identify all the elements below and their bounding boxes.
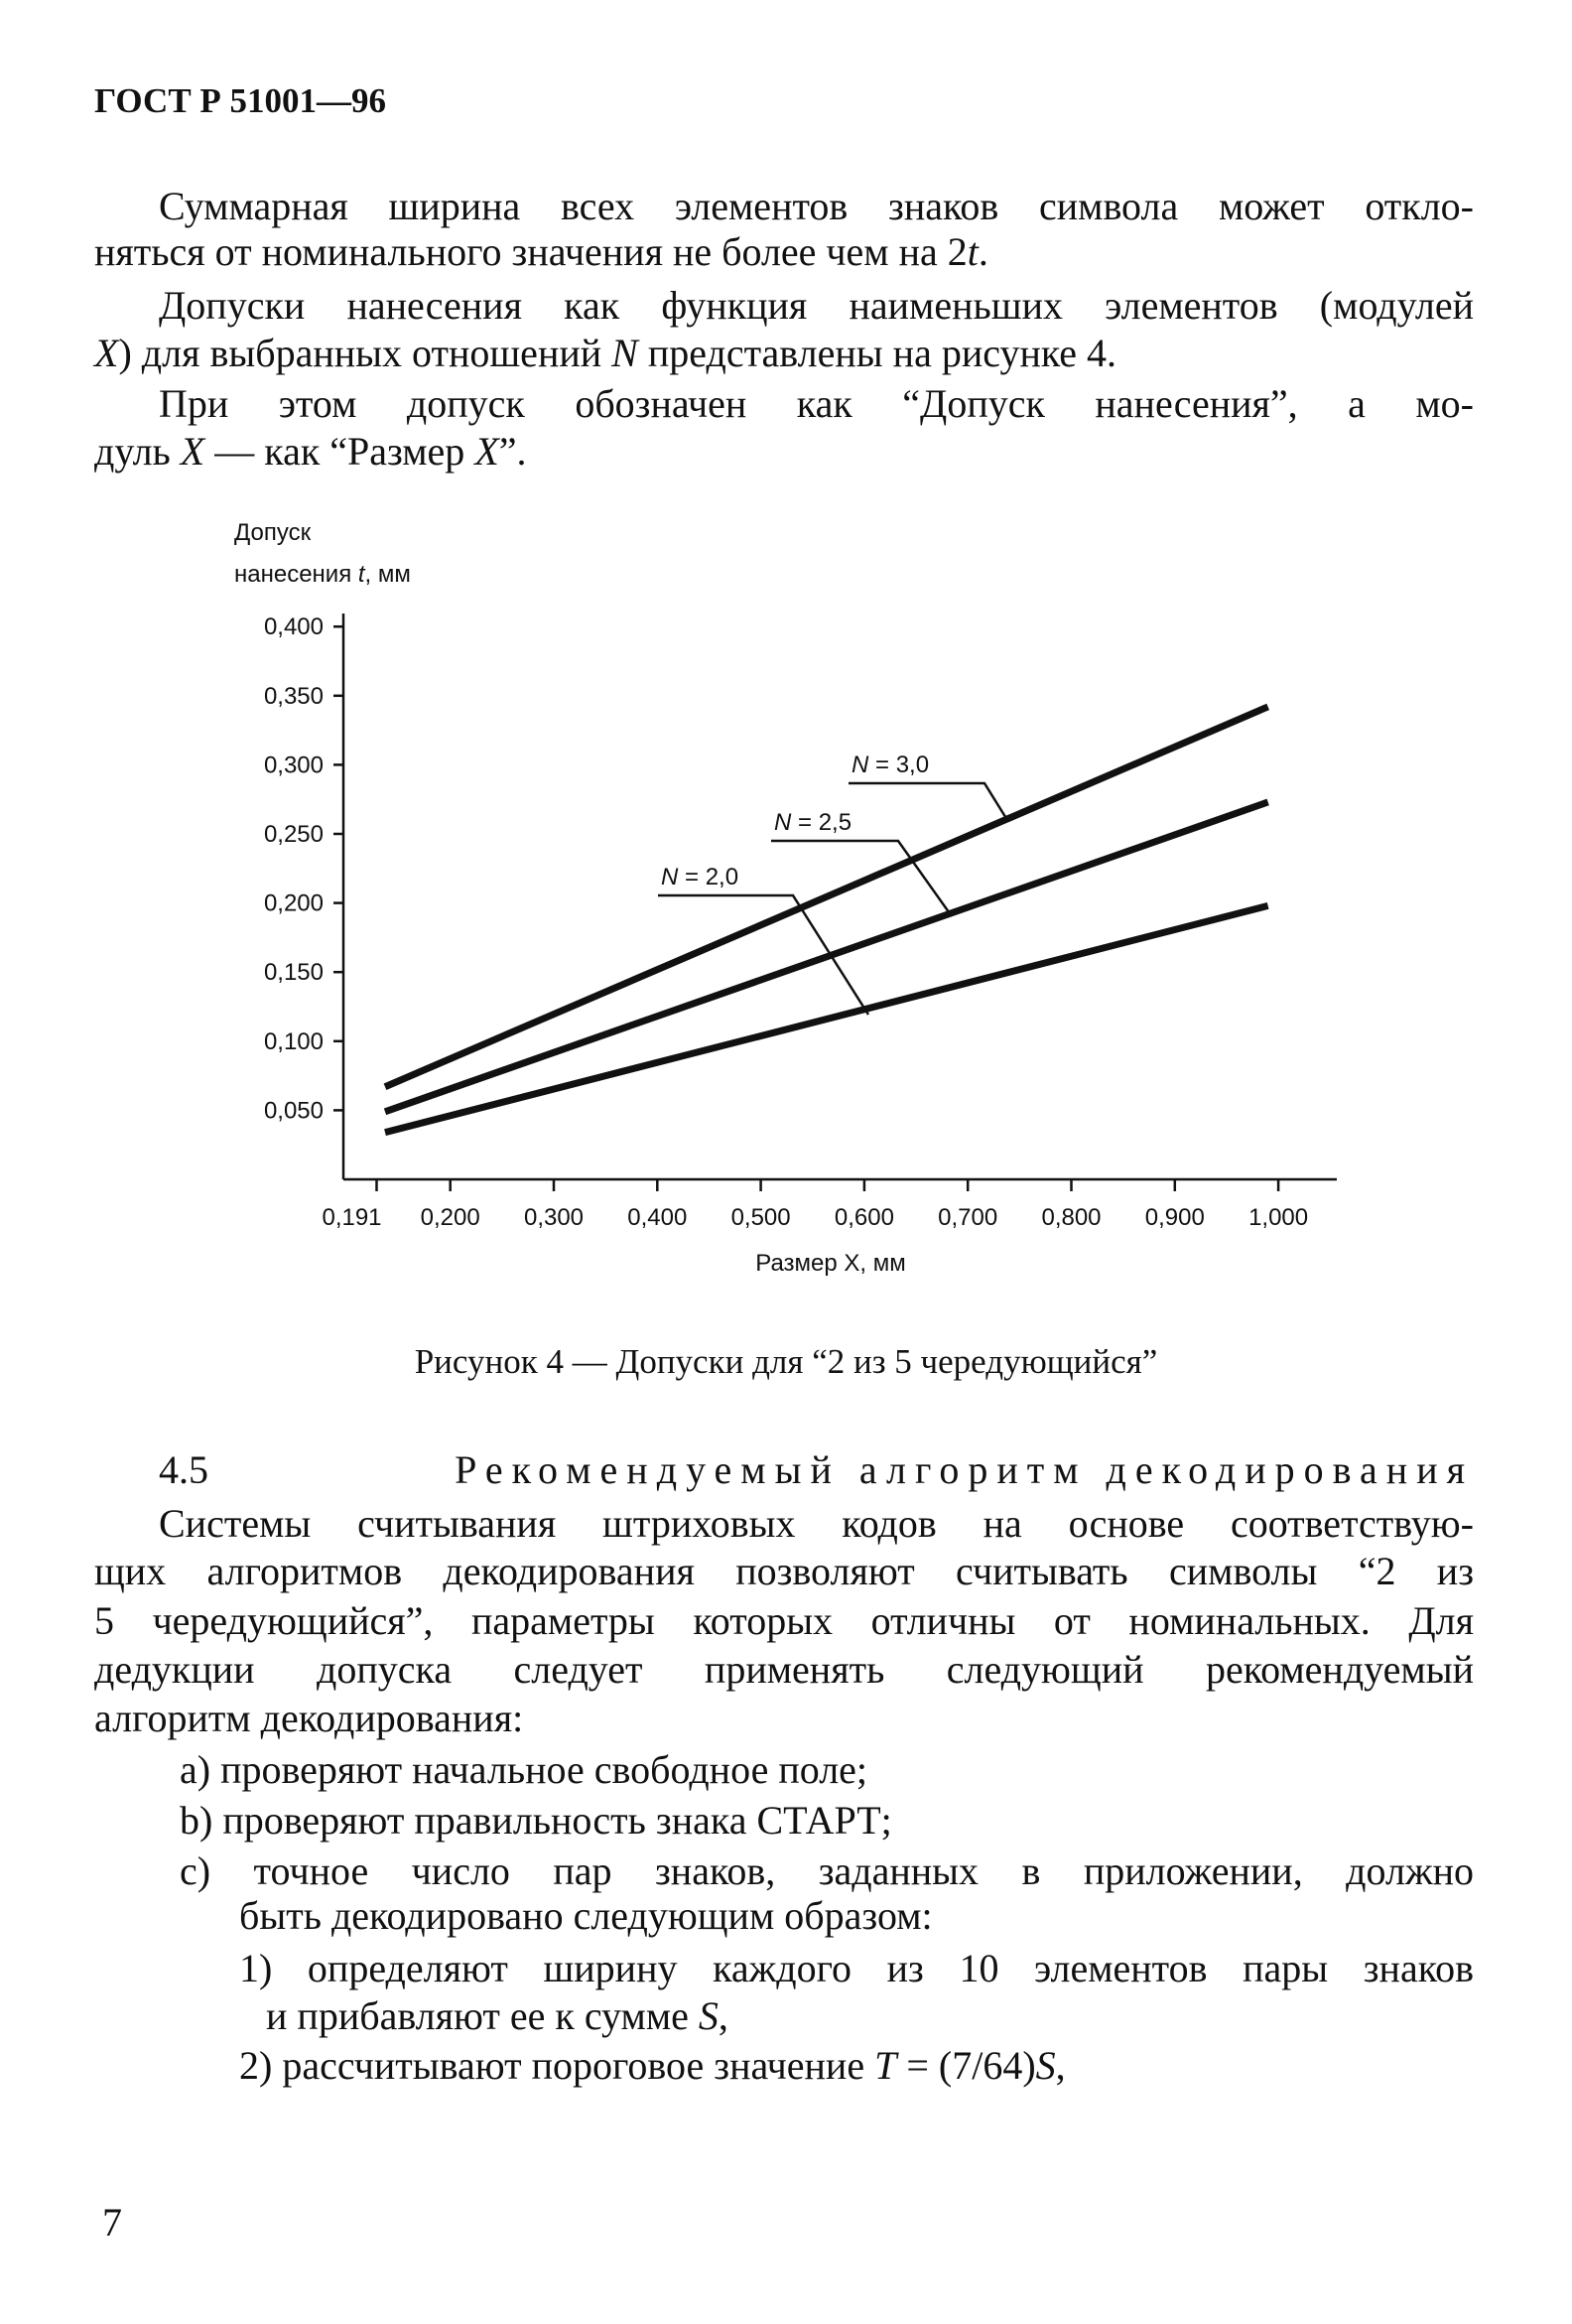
section-number: 4.5 bbox=[159, 1447, 208, 1492]
y-tick-label: 0,350 bbox=[264, 683, 324, 710]
y-tick-label: 0,050 bbox=[264, 1097, 324, 1124]
y-tick-label: 0,300 bbox=[264, 752, 324, 778]
series-leader-line bbox=[849, 781, 1009, 821]
text: , bbox=[718, 1993, 728, 2038]
series-label: N = 3,0 bbox=[852, 752, 929, 778]
series-line bbox=[383, 798, 1269, 1116]
series-leader-line bbox=[771, 839, 954, 917]
paragraph-line: алгоритм декодирования: bbox=[94, 1696, 524, 1740]
list-item-b: b) проверяют правильность знака СТАРТ; bbox=[180, 1798, 892, 1843]
text: — как “Размер bbox=[204, 429, 475, 474]
section-title: Рекомендуемый алгоритм декодирования bbox=[455, 1447, 1474, 1492]
list-item-2: 2) рассчитывают пороговое значение T = (… bbox=[239, 2041, 1066, 2091]
y-tick-label: 0,400 bbox=[264, 614, 324, 640]
text-italic: X bbox=[180, 429, 205, 474]
figure-caption: Рисунок 4 — Допуски для “2 из 5 чередующ… bbox=[414, 1342, 1158, 1381]
paragraph-line: X) для выбранных отношений N представлен… bbox=[94, 329, 1116, 378]
document-header: ГОСТ Р 51001—96 bbox=[94, 81, 387, 120]
x-tick-label: 1,000 bbox=[1248, 1204, 1308, 1231]
x-tick-label: 0,800 bbox=[1041, 1204, 1101, 1231]
text-italic: t bbox=[967, 229, 979, 274]
paragraph-line: Системы считывания штриховых кодов на ос… bbox=[159, 1501, 1474, 1546]
text-italic: T bbox=[874, 2043, 897, 2088]
text: ”. bbox=[498, 429, 527, 474]
list-item-c: с) точное число пар знаков, заданных в п… bbox=[180, 1848, 1474, 1893]
y-tick-label: 0,200 bbox=[264, 890, 324, 917]
text: представлены на рисунке 4. bbox=[637, 331, 1117, 375]
x-tick-label: 0,400 bbox=[627, 1204, 687, 1231]
x-tick-label: 0,500 bbox=[731, 1204, 791, 1231]
y-axis-label-line2: нанесения t, мм bbox=[234, 561, 411, 588]
x-axis-label: Размер X, мм bbox=[755, 1250, 906, 1277]
text: и прибавляют ее к сумме bbox=[266, 1993, 699, 2038]
list-item-1-cont: и прибавляют ее к сумме S, bbox=[266, 1991, 728, 2041]
series-leader-line bbox=[658, 893, 870, 1016]
y-tick-label: 0,150 bbox=[264, 959, 324, 986]
paragraph-line: Допуски нанесения как функция наименьших… bbox=[159, 283, 1474, 328]
series-line bbox=[383, 703, 1270, 1090]
x-tick-label: 0,700 bbox=[938, 1204, 997, 1231]
y-tick-label: 0,100 bbox=[264, 1028, 324, 1055]
list-item-a: а) проверяют начальное свободное поле; bbox=[180, 1747, 868, 1792]
paragraph-line: Суммарная ширина всех элементов знаков с… bbox=[159, 184, 1474, 228]
y-axis-label-line1: Допуск bbox=[234, 519, 312, 546]
text: = (7/64) bbox=[896, 2043, 1036, 2088]
x-tick-label: 0,300 bbox=[524, 1204, 584, 1231]
paragraph-line: няться от номинального значения не более… bbox=[94, 227, 988, 277]
paragraph-line: 5 чередующийся”, параметры которых отлич… bbox=[94, 1598, 1474, 1643]
text-italic: X bbox=[474, 429, 499, 474]
text: , bbox=[1055, 2043, 1066, 2088]
y-tick-label: 0,250 bbox=[264, 821, 324, 848]
text: 2) рассчитывают пороговое значение bbox=[239, 2043, 875, 2088]
x-tick-label: 0,191 bbox=[322, 1204, 381, 1231]
section-heading: 4.5 Рекомендуемый алгоритм декодирования bbox=[159, 1445, 1474, 1495]
text-italic: S bbox=[698, 1993, 719, 2038]
text: няться от номинального значения не более… bbox=[94, 229, 968, 274]
series-label: N = 2,0 bbox=[661, 864, 738, 890]
x-tick-label: 0,600 bbox=[835, 1204, 894, 1231]
paragraph-line: дуль X — как “Размер X”. bbox=[94, 427, 527, 477]
page-number: 7 bbox=[102, 2200, 122, 2245]
series-line bbox=[384, 901, 1269, 1137]
text-italic: N bbox=[611, 331, 638, 375]
series-label: N = 2,5 bbox=[774, 809, 852, 836]
text: дуль bbox=[94, 429, 181, 474]
x-tick-label: 0,900 bbox=[1145, 1204, 1205, 1231]
paragraph-line: дедукции допуска следует применять следу… bbox=[94, 1647, 1474, 1692]
text-italic: X bbox=[94, 331, 119, 375]
text: . bbox=[978, 229, 988, 274]
paragraph-line: При этом допуск обозначен как “Допуск на… bbox=[159, 381, 1474, 426]
x-tick-label: 0,200 bbox=[421, 1204, 480, 1231]
paragraph-line: щих алгоритмов декодирования позволяют с… bbox=[94, 1549, 1474, 1593]
text-italic: S bbox=[1035, 2043, 1056, 2088]
text: ) для выбранных отношений bbox=[118, 331, 612, 375]
list-item-c-cont: быть декодировано следующим образом: bbox=[239, 1893, 933, 1938]
list-item-1: 1) определяют ширину каждого из 10 элеме… bbox=[239, 1946, 1474, 1990]
tolerance-chart: Допуск нанесения t, мм Размер X, мм 0,05… bbox=[234, 519, 1337, 1277]
